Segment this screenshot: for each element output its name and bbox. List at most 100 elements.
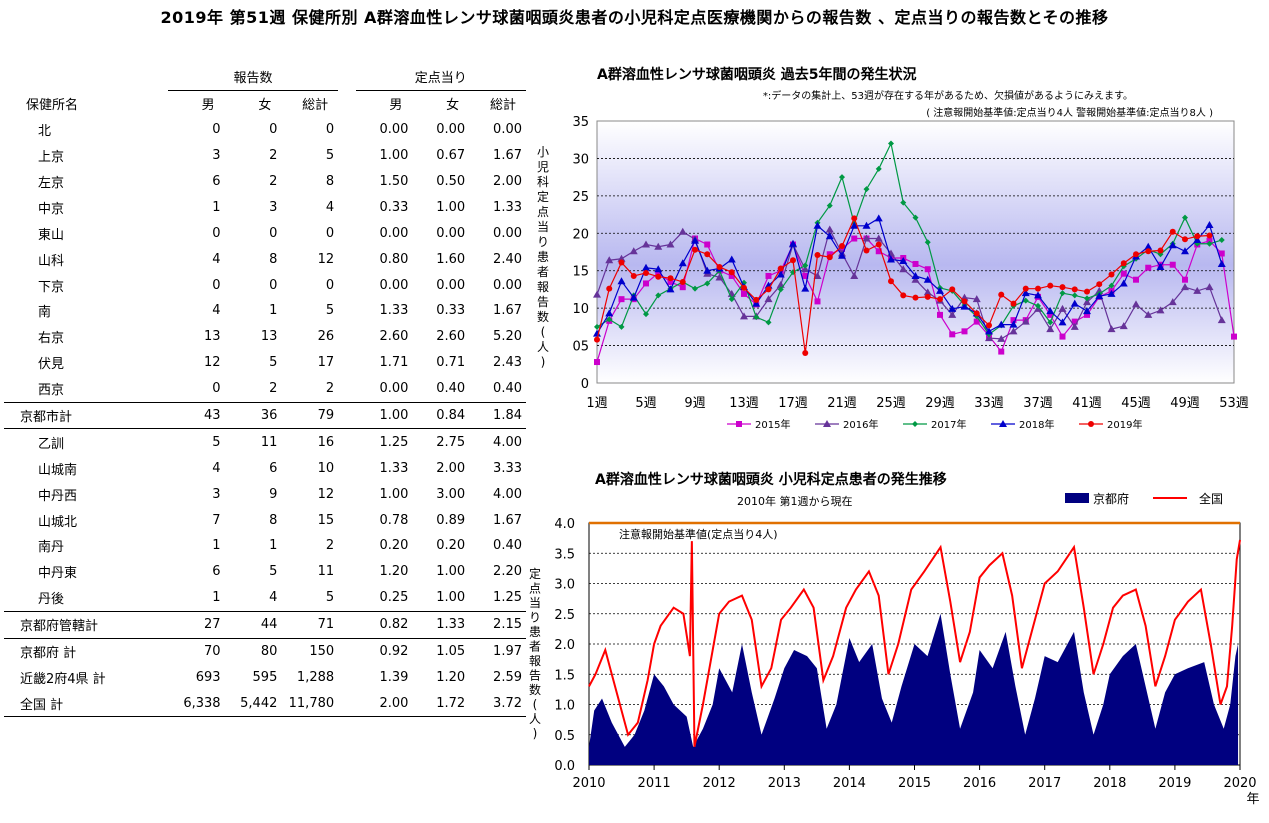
data-point: [777, 286, 784, 293]
column-header-name: 保健所名: [26, 98, 79, 114]
data-point: [838, 251, 846, 259]
data-point: [666, 285, 675, 293]
table-row: 下京 0 0 0 0.00 0.00 0.00: [4, 272, 526, 298]
data-point: [1193, 236, 1202, 244]
table-cell-name: 中丹東: [38, 566, 78, 582]
data-point: [900, 199, 907, 206]
x-tick-label: 37週: [1023, 396, 1053, 411]
y-axis-label-char: 科: [537, 175, 549, 189]
data-point: [1156, 306, 1165, 314]
data-point: [960, 302, 969, 310]
data-point: [1168, 241, 1177, 249]
table-cell-pf: 1.00: [436, 199, 466, 215]
data-point: [643, 311, 649, 318]
table-row: 中丹東 6 5 11 1.20 1.00 2.20: [4, 559, 526, 585]
data-point: [1034, 291, 1042, 299]
y-axis-label-char: 患: [537, 250, 549, 264]
data-point: [875, 165, 882, 172]
table-cell-pm: 0.20: [379, 538, 409, 554]
table-row: 山科 4 8 12 0.80 1.60 2.40: [4, 246, 526, 272]
data-point: [1010, 300, 1017, 307]
x-tick-label: 41週: [1072, 396, 1102, 411]
table-body: 北 0 0 0 0.00 0.00 0.00 上京 3 2 5 1.00 0.67 1.67 左京 6 2 8 1.…: [4, 117, 526, 718]
table-cell-pf: 1.60: [436, 251, 466, 267]
table-cell-name: 上京: [38, 150, 65, 166]
data-point: [1035, 285, 1041, 292]
legend-label: 2015年: [755, 418, 790, 431]
table-cell-m: 70: [204, 644, 221, 660]
data-point: [801, 284, 810, 292]
data-point: [1144, 310, 1153, 318]
table-row: 山城南 4 6 10 1.33 2.00 3.33: [4, 455, 526, 481]
y-tick-label: 0: [581, 377, 589, 392]
y-tick-label: 25: [572, 190, 589, 205]
series-line: [596, 141, 1222, 336]
table-row: 南 4 1 5 1.33 0.33 1.67: [4, 298, 526, 324]
data-point: [949, 331, 956, 338]
table-gap: [338, 194, 355, 220]
table-cell-f: 0: [269, 225, 278, 241]
x-tick-label: 45週: [1121, 396, 1151, 411]
table-cell-t: 11,780: [281, 690, 339, 718]
table-cell-pt: 1.67: [493, 148, 522, 164]
table-gap: [338, 220, 355, 246]
table-cell-pf: 1.33: [412, 610, 470, 639]
data-point: [790, 257, 796, 264]
data-point: [1182, 276, 1188, 283]
table-cell-name: 右京: [38, 331, 65, 347]
table-cell-pf: 2.00: [436, 460, 466, 476]
data-point: [1217, 259, 1226, 267]
table-row: 山城北 7 8 15 0.78 0.89 1.67: [4, 507, 526, 533]
x-tick-label: 33週: [974, 396, 1004, 411]
y-axis-label-char: 当: [537, 220, 549, 234]
data-point: [899, 265, 908, 273]
table-row: 近畿2府4県 計 693 595 1,288 1.39 1.20 2.59: [4, 664, 526, 690]
data-point: [1009, 320, 1018, 328]
table-cell-pf: 0.20: [436, 538, 466, 554]
data-point: [776, 270, 785, 278]
table-cell-pf: 1.72: [412, 690, 470, 718]
legend-marker: [1088, 421, 1094, 427]
table-row: 左京 6 2 8 1.50 0.50 2.00: [4, 169, 526, 195]
table-cell-t: 16: [317, 434, 335, 450]
data-point: [1181, 247, 1189, 255]
legend-label: 2016年: [843, 418, 878, 431]
table-cell-pt: 0.00: [493, 122, 522, 138]
table-cell-pt: 3.33: [493, 460, 522, 476]
table-cell-t: 8: [325, 174, 335, 189]
data-point: [629, 293, 638, 301]
x-tick-label: 2013: [768, 776, 801, 791]
data-point: [593, 329, 601, 337]
data-point: [704, 280, 711, 287]
table-cell-pf: 3.00: [436, 486, 466, 502]
y-axis-label-char: 定: [529, 566, 541, 581]
data-point: [667, 278, 674, 285]
table-cell-m: 27: [167, 610, 225, 639]
table-cell-pm: 0.25: [379, 590, 409, 606]
table-cell-t: 15: [317, 512, 335, 528]
legend-label: 京都府: [1093, 491, 1129, 506]
data-point: [985, 327, 993, 335]
data-point: [605, 256, 614, 264]
y-axis-label-char: り: [537, 235, 549, 249]
table-cell-m: 0: [212, 225, 221, 241]
data-point: [765, 319, 772, 326]
y-tick-label: 0.5: [554, 729, 575, 744]
data-point: [1047, 319, 1054, 326]
table-cell-t: 10: [317, 460, 335, 476]
data-point: [973, 318, 980, 325]
data-point: [606, 285, 613, 292]
data-point: [1022, 297, 1029, 304]
table-cell-pf: 1.00: [436, 590, 466, 606]
table-row: 南丹 1 1 2 0.20 0.20 0.40: [4, 533, 526, 559]
table-cell-pm: 0.00: [379, 225, 409, 241]
table-cell-m: 4: [212, 251, 221, 267]
data-point: [1071, 286, 1078, 293]
chart-note: ( 注意報開始基準値:定点当り4人 警報開始基準値:定点当り8人 ): [926, 106, 1213, 119]
table-cell-f: 36: [224, 401, 282, 430]
data-point: [1107, 325, 1116, 333]
x-tick-label: 2011: [638, 776, 671, 791]
data-point: [753, 296, 760, 303]
table-row: 東山 0 0 0 0.00 0.00 0.00: [4, 220, 526, 246]
table-row: 右京 13 13 26 2.60 2.60 5.20: [4, 324, 526, 350]
